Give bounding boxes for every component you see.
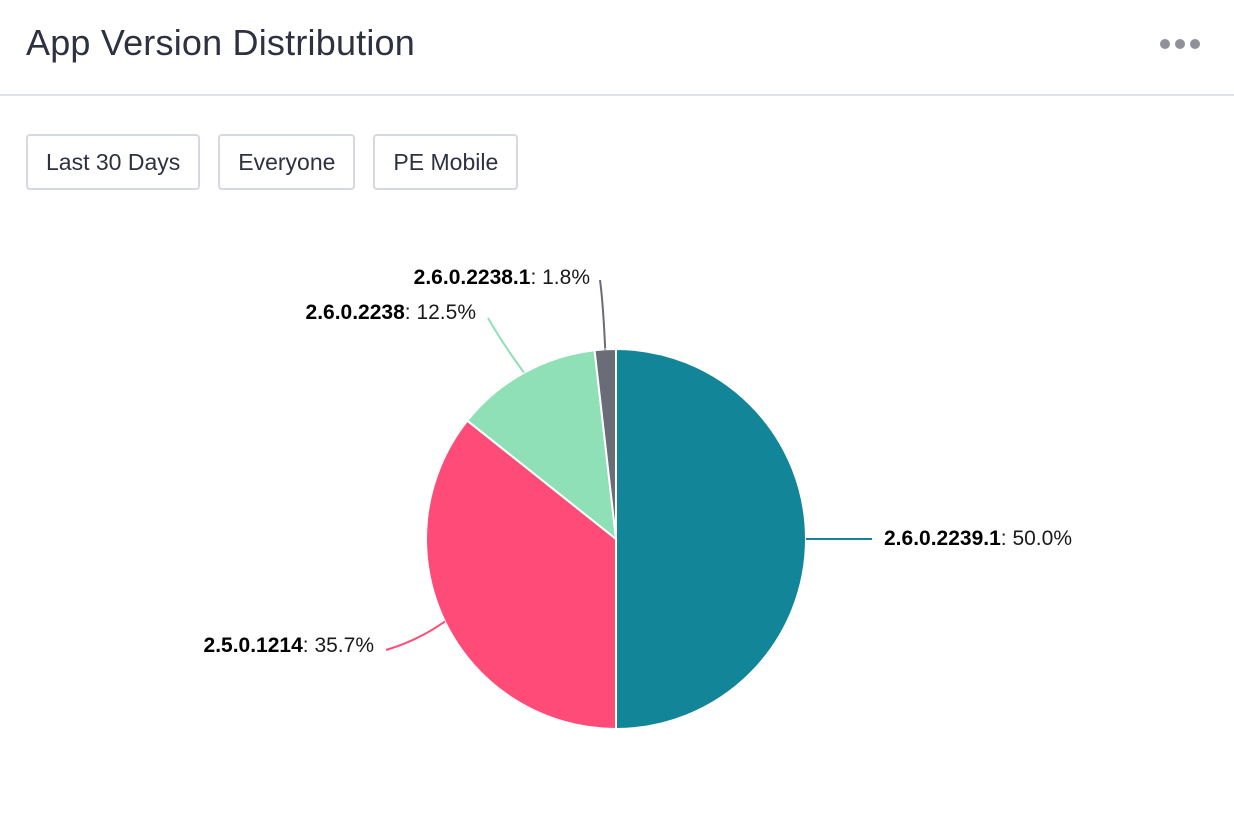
more-horizontal-icon xyxy=(1160,39,1200,49)
connector-line xyxy=(599,279,607,351)
card-header: App Version Distribution xyxy=(0,0,1234,96)
data-label-name: 2.6.0.2238 xyxy=(306,301,406,324)
data-label-value: : 12.5% xyxy=(405,301,476,324)
pie-slice-2-6-0-2239-1[interactable] xyxy=(615,348,807,730)
data-label-value: : 35.7% xyxy=(303,634,374,657)
filter-bar: Last 30 Days Everyone PE Mobile xyxy=(26,134,519,190)
pie-slice-2-6-0-2238[interactable] xyxy=(466,349,617,540)
data-label: 2.6.0.2238: 12.5% xyxy=(306,301,476,324)
audience-filter-button[interactable]: Everyone xyxy=(218,134,356,190)
date-range-filter-button[interactable]: Last 30 Days xyxy=(26,134,201,190)
pie-chart: 2.6.0.2239.1: 50.0% 2.5.0.1214: 35.7% 2.6.… xyxy=(204,266,1072,730)
data-label: 2.6.0.2239.1: 50.0% xyxy=(884,527,1072,550)
data-label-value: : 50.0% xyxy=(1001,527,1072,550)
page-title: App Version Distribution xyxy=(26,22,416,63)
data-label: 2.5.0.1214: 35.7% xyxy=(204,634,374,657)
connector-line xyxy=(487,317,525,374)
pie-chart-container: 2.6.0.2239.1: 50.0% 2.5.0.1214: 35.7% 2.6.… xyxy=(0,200,1234,800)
more-options-button[interactable] xyxy=(1152,28,1208,60)
app-filter-button[interactable]: PE Mobile xyxy=(373,134,519,190)
data-label-name: 2.6.0.2239.1 xyxy=(884,527,1001,550)
data-label-name: 2.5.0.1214 xyxy=(204,634,304,657)
data-label-value: : 1.8% xyxy=(530,266,590,289)
data-label-name: 2.6.0.2238.1 xyxy=(414,266,531,289)
data-label: 2.6.0.2238.1: 1.8% xyxy=(414,266,590,289)
connector-line xyxy=(385,620,446,651)
